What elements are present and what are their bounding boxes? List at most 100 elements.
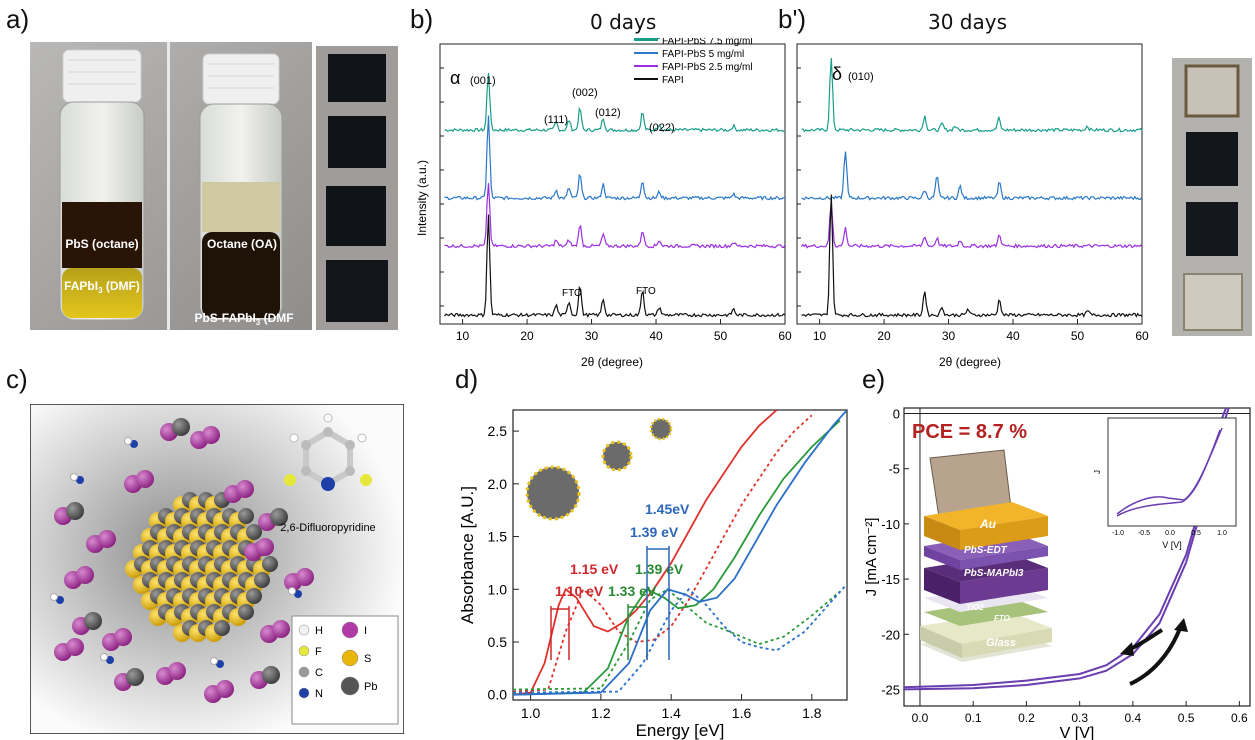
jv-xtick-label: 0.6	[1231, 711, 1248, 725]
xrd-phase-delta: δ	[832, 64, 842, 84]
xrd-trace-right-1	[801, 151, 1143, 201]
xrd-xtick-label: 40	[649, 329, 663, 343]
abs-ytick-label: 2.5	[488, 423, 508, 439]
xrd-legend-label: FAPI-PbS 7.5 mg/ml	[662, 38, 753, 47]
ligand-atom	[296, 568, 314, 586]
ligand-atom	[256, 538, 274, 556]
films-photo-30-days	[1172, 58, 1252, 336]
panel-label-d: d)	[455, 364, 479, 394]
panel-label-e: e)	[862, 364, 886, 394]
h-atom	[50, 593, 58, 601]
ligand-atom	[172, 418, 190, 436]
h-atom	[288, 587, 296, 595]
xrd-xtick-label: 20	[877, 329, 891, 343]
jv-xtick-label: 0.4	[1125, 711, 1142, 725]
legend-label-n: N	[315, 688, 323, 700]
ligand-atom	[66, 502, 84, 520]
xrd-xticks-left: 10 20 30 40 50 60	[440, 67, 792, 343]
xrd-xtick-label: 60	[778, 329, 792, 343]
xrd-peak-002: (002)	[572, 87, 598, 99]
xrd-peak-111: (111)	[544, 114, 568, 126]
days-label-right: 30 days	[928, 10, 1008, 34]
pb-atom	[214, 620, 230, 636]
inset-xtick-label: -1.0	[1112, 530, 1124, 537]
svg-text:Glass: Glass	[986, 637, 1016, 649]
xrd-xlabel-left: 2θ (degree)	[581, 355, 643, 369]
jv-ytick-label: -20	[881, 627, 900, 642]
vial-1	[59, 49, 145, 321]
xrd-trace-left-1	[444, 115, 786, 201]
h-atom	[124, 437, 132, 445]
vial2-top-label: Octane (OA)	[207, 237, 277, 251]
ligand-atom	[126, 668, 144, 686]
xrd-trace-left-0	[444, 72, 786, 133]
days-label-left: 0 days	[590, 10, 657, 34]
jv-xtick-label: 0.2	[1018, 711, 1035, 725]
xrd-figure: Intensity (a.u.) 10 20 30 40 50 60 10 20 30 40 50…	[415, 38, 1149, 369]
inset-ylabel: J	[1093, 470, 1102, 474]
vial1-bottom-label: FAPbI3 (DMF)	[64, 279, 140, 295]
svg-text:PbS-EDT: PbS-EDT	[964, 545, 1008, 556]
xrd-legend-label: FAPI	[662, 75, 684, 86]
xrd-xtick-label: 40	[1006, 329, 1020, 343]
n-atom	[130, 440, 138, 448]
abs-xtick-label: 1.6	[732, 705, 752, 721]
xrd-peak-010: (010)	[848, 71, 874, 83]
xrd-xtick-label: 50	[714, 329, 728, 343]
xrd-trace-left-2	[444, 183, 786, 249]
xrd-xtick-label: 60	[1135, 329, 1149, 343]
legend-label-c: C	[315, 667, 323, 679]
legend-atom-c	[298, 666, 310, 678]
ligand-atom	[262, 666, 280, 684]
xrd-xtick-label: 30	[942, 329, 956, 343]
svg-text:TiO2: TiO2	[966, 603, 984, 612]
ligand-atom	[270, 508, 288, 526]
xrd-peak-022: (022)	[649, 122, 675, 134]
ligand-atom	[216, 680, 234, 698]
n-atom	[106, 656, 114, 664]
abs-xtick-label: 1.8	[802, 705, 822, 721]
jv-ylabel: J [mA cm⁻²]	[863, 518, 880, 597]
xrd-traces	[444, 57, 1143, 319]
legend-atom-n	[298, 687, 310, 699]
ligand-atom	[114, 628, 132, 646]
vial-photo: PbS (octane) Octane (OA) FAPbI3 (DMF) Pb…	[30, 42, 312, 330]
jv-ytick-label: -15	[881, 572, 900, 587]
h-atom	[70, 473, 78, 481]
xrd-xlabel-right: 2θ (degree)	[939, 355, 1001, 369]
n-atom	[76, 476, 84, 484]
annotation-133: 1.33 eV	[608, 583, 657, 599]
jv-xtick-label: 0.0	[912, 711, 929, 725]
abs-series-4	[513, 410, 847, 696]
svg-text:PbS-MAPbI3: PbS-MAPbI3	[964, 568, 1024, 579]
xrd-xticks-right: 10 20 30 40 50 60	[797, 67, 1149, 343]
jv-chart: 0.0 0.1 0.2 0.3 0.4 0.5 0.6 0 -5 -10 -15 -20 -25 V [V…	[863, 407, 1251, 740]
jv-ytick-label: 0	[893, 407, 900, 422]
annotation-115: 1.15 eV	[570, 561, 619, 577]
jv-xtick-label: 0.5	[1178, 711, 1195, 725]
xrd-trace-left-3	[444, 214, 786, 319]
xrd-trace-right-3	[801, 194, 1143, 318]
xrd-trace-right-0	[801, 57, 1143, 133]
n-atom	[294, 590, 302, 598]
xrd-xtick-label: 10	[813, 329, 827, 343]
qd-icon-large	[525, 465, 581, 521]
pb-atom	[246, 588, 262, 604]
legend-atom-f	[298, 645, 310, 657]
ligand-atom	[66, 638, 84, 656]
xrd-legend-label: FAPI-PbS 2.5 mg/ml	[662, 62, 753, 73]
forward-scan-arrow	[1129, 627, 1182, 686]
xrd-xtick-label: 10	[456, 329, 470, 343]
ligand-atom	[272, 620, 290, 638]
qd-icon-small	[649, 417, 673, 441]
abs-xtick-label: 1.2	[591, 705, 611, 721]
abs-xtick-label: 1.4	[661, 705, 681, 721]
abs-series-1	[513, 414, 813, 693]
pb-atom	[246, 524, 262, 540]
xrd-peak-012: (012)	[595, 107, 621, 119]
molecule-label: 2,6-Difluoropyridine	[280, 522, 375, 534]
inset-xtick-label: -0.5	[1138, 530, 1150, 537]
h-atom	[100, 653, 108, 661]
abs-ytick-label: 0.5	[488, 634, 508, 650]
xrd-fto-1: FTO	[562, 288, 582, 299]
